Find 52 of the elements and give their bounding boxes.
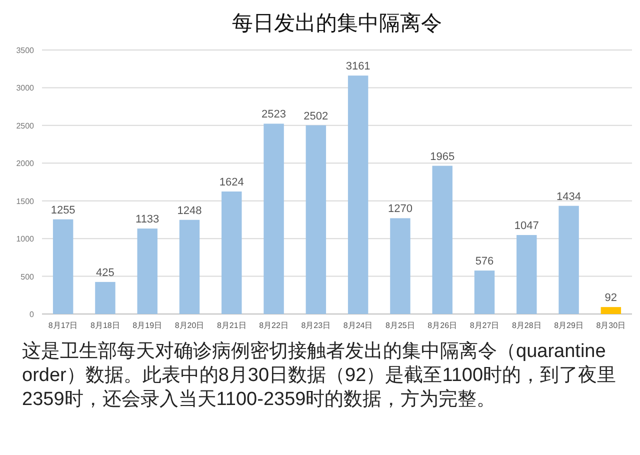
y-tick-label: 500: [20, 272, 35, 282]
bar: [600, 307, 622, 314]
x-tick-label: 8月21日: [216, 321, 246, 330]
x-tick-label: 8月25日: [386, 321, 415, 330]
data-label: 1047: [514, 220, 539, 232]
x-tick-label: 8月28日: [512, 321, 542, 330]
y-tick-label: 2000: [16, 159, 35, 168]
x-tick-label: 8月26日: [428, 321, 458, 330]
text: 这是卫生部每天对确诊病例密切接触者发出的集中隔离令（quarantine order）数据。此表中的8月30日数据（92）是截至1100时的，到了夜里2359时，还会录入当天1100-2359时的数据，方为完整。: [22, 340, 618, 412]
y-tick-label: 1500: [16, 196, 35, 206]
bar: [264, 124, 284, 314]
bar: [432, 166, 452, 314]
bar: [348, 76, 368, 314]
y-tick-label: 1000: [16, 234, 35, 244]
x-tick-label: 8月27日: [470, 321, 500, 330]
bar: [516, 235, 537, 314]
data-label: 1270: [388, 203, 412, 216]
data-label: 1434: [556, 190, 582, 203]
chart-title: 每日发出的集中隔离令: [232, 12, 442, 35]
x-tick-label: 8月17日: [48, 321, 78, 330]
data-label: 425: [96, 266, 114, 279]
bar: [390, 218, 410, 314]
x-tick-label: 8月22日: [259, 321, 288, 330]
bar: [222, 192, 242, 314]
y-tick-label: 3500: [16, 46, 35, 55]
data-label: 3161: [346, 60, 370, 73]
x-tick-label: 8月18日: [90, 321, 120, 330]
bar: [179, 220, 200, 314]
data-label: 576: [475, 256, 494, 268]
x-tick-label: 8月20日: [174, 321, 204, 330]
x-tick-label: 8月19日: [132, 321, 162, 330]
bar: [558, 206, 579, 314]
data-label: 2523: [262, 108, 286, 121]
data-label: 1965: [430, 150, 455, 163]
data-label: 1624: [219, 176, 244, 189]
x-tick-label: 8月23日: [301, 321, 331, 330]
bar: [306, 125, 326, 314]
y-tick-label: 3000: [16, 84, 35, 93]
bar: [95, 282, 116, 314]
x-tick-label: 8月30日: [596, 321, 626, 330]
bar: [52, 219, 74, 314]
y-tick-label: 0: [30, 310, 35, 319]
data-label: 2502: [304, 110, 328, 122]
data-label: 1248: [177, 204, 202, 217]
y-tick-label: 2500: [16, 121, 35, 130]
data-label: 1255: [50, 204, 76, 216]
bar: [474, 270, 495, 314]
bar: [137, 228, 158, 314]
x-tick-label: 8月24日: [343, 321, 373, 330]
data-label: 92: [604, 292, 618, 304]
x-tick-label: 8月29日: [554, 321, 584, 330]
data-label: 1133: [136, 214, 160, 226]
